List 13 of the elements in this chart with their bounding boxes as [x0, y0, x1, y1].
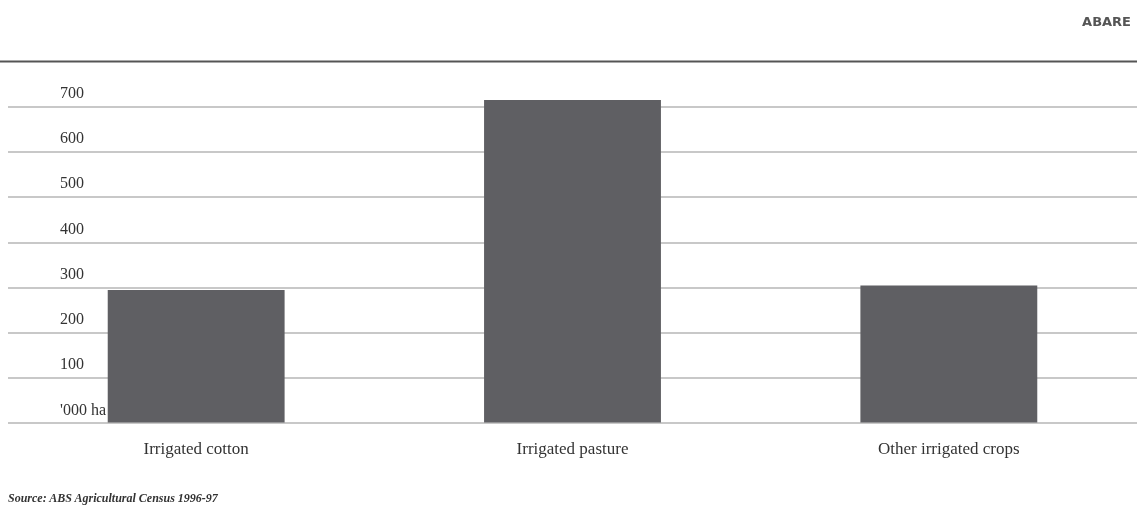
source-note: Source: ABS Agricultural Census 1996-97: [8, 491, 218, 506]
x-tick-label: Irrigated cotton: [143, 439, 250, 459]
y-tick-label: 100: [60, 355, 84, 373]
x-tick-label: Other irrigated crops: [878, 439, 1020, 459]
y-tick-label: 600: [60, 129, 84, 147]
y-tick-label: 200: [60, 310, 84, 328]
y-tick-label: 300: [60, 264, 84, 282]
y-tick-label: 400: [60, 219, 84, 237]
x-tick-label: Irrigated pasture: [516, 439, 629, 459]
text: ABARE: [1082, 14, 1131, 29]
y-tick-label: '000 ha: [60, 400, 106, 418]
y-tick-label: 700: [60, 84, 84, 102]
y-tick-label: 500: [60, 174, 84, 192]
